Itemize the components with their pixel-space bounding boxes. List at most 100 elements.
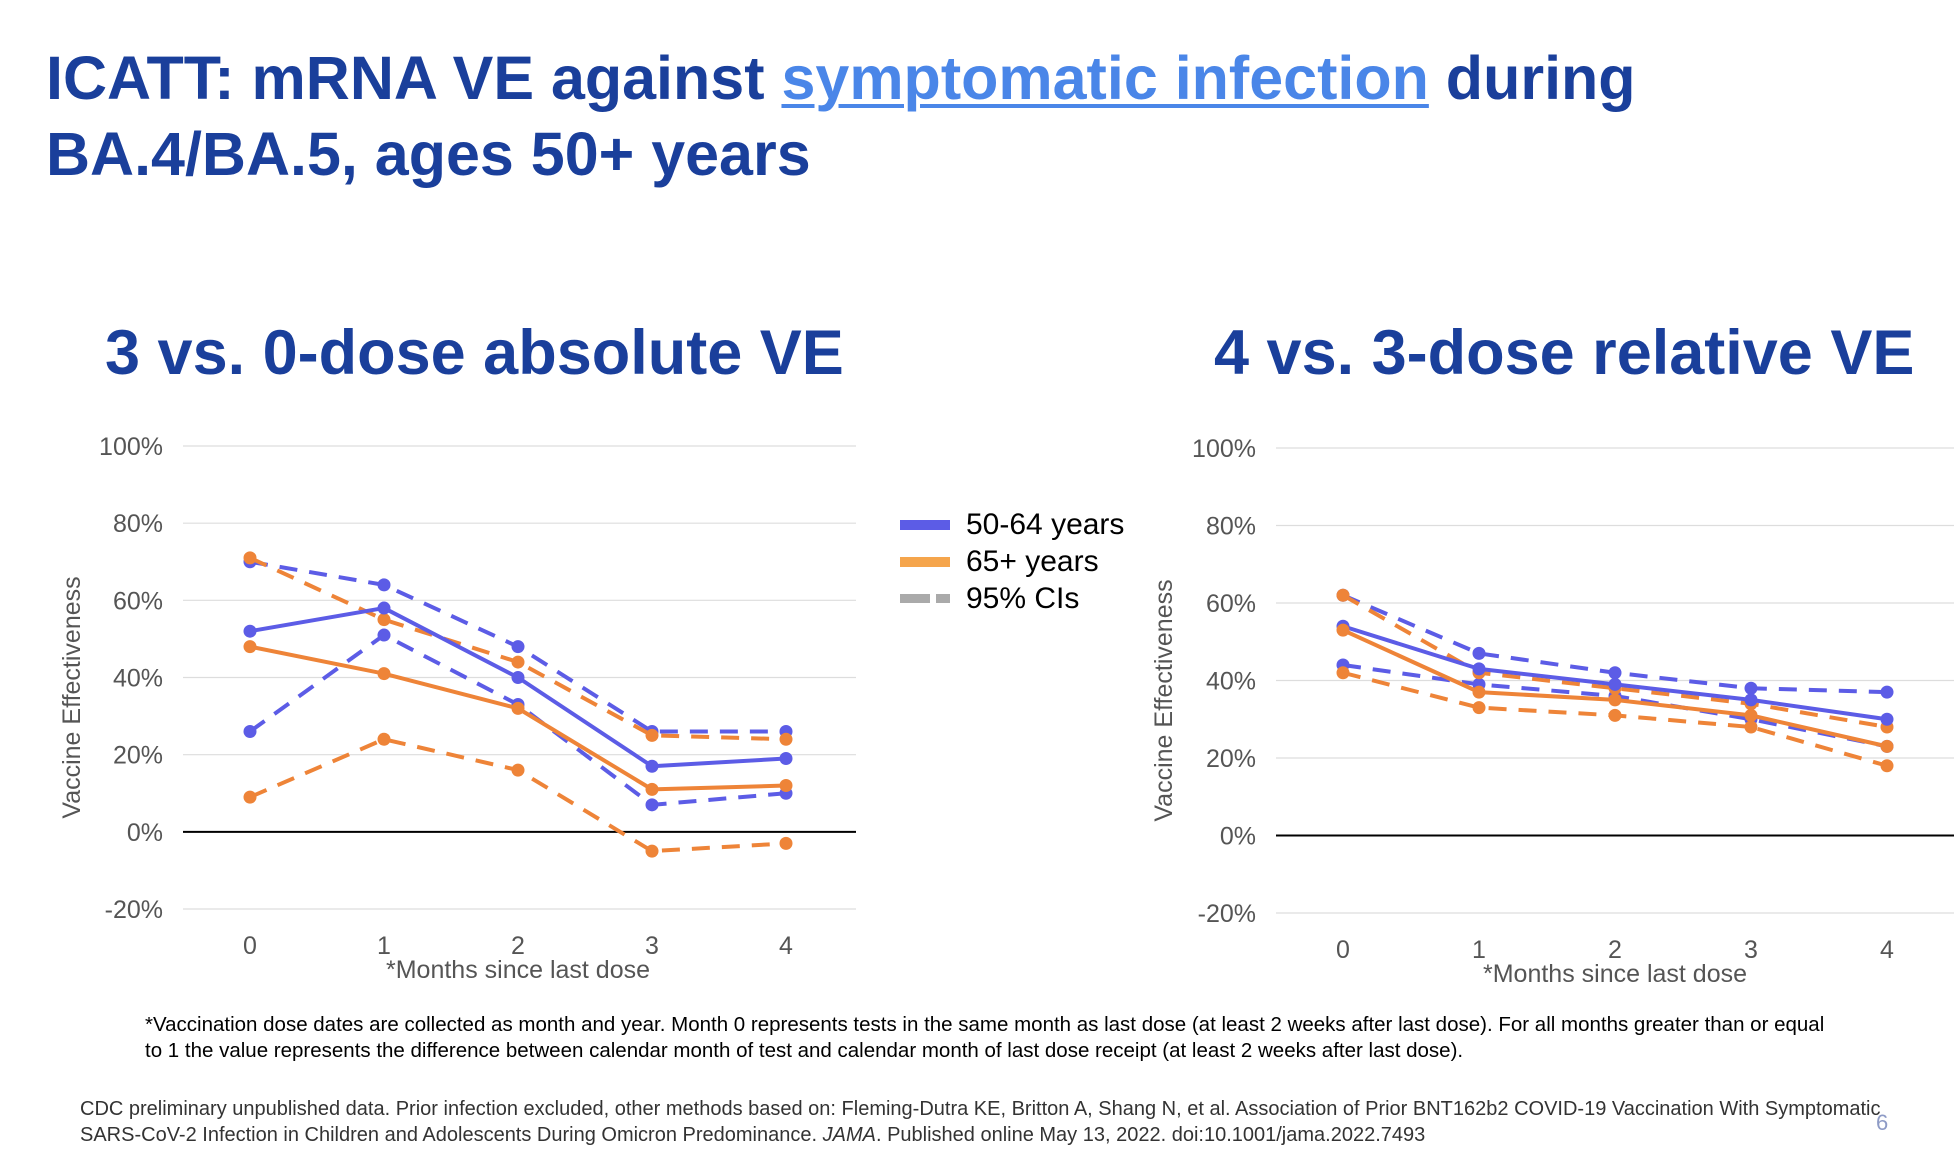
- data-point-main-65plus: [779, 779, 793, 793]
- data-point-ci-lower-65plus: [511, 763, 525, 777]
- data-point-main-65plus: [511, 701, 525, 715]
- page-number: 6: [1876, 1110, 1889, 1135]
- title-text-2: during BA.4/BA.5, ages 50+ years: [46, 44, 1636, 188]
- chart-panel-1: 100% 80% 60% 40% 20% 0% -20% 0 1 2 3 4 *Months since…: [58, 433, 856, 984]
- data-point-main-65plus: [1744, 708, 1758, 722]
- data-point-main-65plus: [645, 782, 659, 796]
- title-text-1: ICATT: mRNA VE against: [46, 44, 782, 112]
- data-point-main-65plus: [1608, 693, 1622, 707]
- x-tick-label: 1: [377, 932, 391, 960]
- y-tick-label: 60%: [113, 587, 163, 615]
- data-point-main-65plus: [1472, 685, 1486, 699]
- data-point-ci-lower-65plus: [1744, 720, 1758, 734]
- data-point-main-65plus: [243, 640, 257, 654]
- x-tick-label: 4: [779, 932, 793, 960]
- series-line-ci-upper-65plus: [1342, 593, 1888, 729]
- x-axis-title: *Months since last dose: [386, 956, 650, 984]
- x-tick-label: 2: [1608, 936, 1622, 964]
- x-tick-label: 2: [511, 932, 525, 960]
- series-line-ci-lower-65plus: [249, 737, 787, 854]
- data-point-ci-lower-50-64: [377, 628, 391, 642]
- data-point-main-50-64: [1880, 712, 1894, 726]
- legend-swatch-65plus: [900, 556, 950, 567]
- y-tick-label: 20%: [1206, 745, 1256, 773]
- y-tick-label: -20%: [105, 896, 163, 924]
- x-tick-label: 0: [1336, 936, 1350, 964]
- data-point-ci-upper-65plus: [645, 728, 659, 742]
- y-tick-label: 60%: [1206, 590, 1256, 618]
- legend-label-65plus: 65+ years: [966, 544, 1099, 578]
- y-tick-label: 80%: [113, 510, 163, 538]
- legend-label-ci: 95% CIs: [966, 581, 1080, 615]
- x-tick-label: 0: [243, 932, 257, 960]
- data-point-ci-upper-65plus: [1336, 588, 1350, 602]
- x-axis-title: *Months since last dose: [1483, 960, 1747, 988]
- data-point-ci-lower-65plus: [779, 836, 793, 850]
- legend-swatch-50-64: [900, 519, 950, 530]
- data-point-main-50-64: [243, 624, 257, 638]
- data-point-ci-lower-65plus: [1608, 708, 1622, 722]
- y-tick-label: 20%: [113, 742, 163, 770]
- data-point-ci-upper-50-64: [377, 578, 391, 592]
- x-tick-label: 4: [1880, 936, 1894, 964]
- chart-legend: 50-64 years 65+ years 95% CIs: [900, 506, 1124, 617]
- y-tick-label: 100%: [1192, 435, 1256, 463]
- legend-item-50-64: 50-64 years: [900, 506, 1124, 543]
- footnote: *Vaccination dose dates are collected as…: [145, 1013, 1825, 1062]
- data-point-main-50-64: [645, 759, 659, 773]
- data-point-ci-upper-50-64: [1608, 666, 1622, 680]
- data-point-ci-lower-65plus: [1336, 666, 1350, 680]
- source-journal: JAMA: [822, 1124, 876, 1146]
- data-point-ci-lower-65plus: [645, 844, 659, 858]
- legend-label-50-64: 50-64 years: [966, 507, 1125, 541]
- y-tick-label: 0%: [1220, 823, 1256, 851]
- data-point-main-50-64: [1472, 662, 1486, 676]
- slide-title: ICATT: mRNA VE against symptomatic infec…: [46, 40, 1846, 192]
- data-point-ci-upper-50-64: [511, 640, 525, 654]
- legend-item-65plus: 65+ years: [900, 543, 1124, 580]
- data-point-main-65plus: [1880, 739, 1894, 753]
- data-point-ci-lower-50-64: [645, 798, 659, 812]
- data-point-main-50-64: [511, 671, 525, 684]
- source-text-2: . Published online May 13, 2022. doi:10.…: [875, 1124, 1426, 1146]
- y-axis-title: Vaccine Effectiveness: [58, 576, 86, 818]
- y-axis-title: Vaccine Effectiveness: [1150, 579, 1178, 821]
- left-chart-title: 3 vs. 0-dose absolute VE: [105, 318, 844, 388]
- data-point-ci-upper-50-64: [1472, 646, 1486, 660]
- data-point-ci-upper-65plus: [377, 613, 391, 627]
- y-tick-label: 0%: [127, 819, 163, 847]
- data-point-ci-upper-50-64: [1744, 681, 1758, 695]
- data-point-main-50-64: [1744, 693, 1758, 707]
- series-line-ci-upper-65plus: [249, 556, 787, 742]
- data-point-main-65plus: [1336, 623, 1350, 637]
- data-point-ci-upper-65plus: [243, 551, 257, 565]
- source-text-1: CDC preliminary unpublished data. Prior …: [80, 1098, 1881, 1146]
- chart-panel-2: 100% 80% 60% 40% 20% 0% -20% 0 1 2 3 4 *Months since…: [1150, 435, 1954, 988]
- data-point-main-65plus: [377, 667, 391, 681]
- y-tick-label: 40%: [113, 665, 163, 693]
- data-point-ci-lower-65plus: [377, 732, 391, 746]
- x-tick-label: 1: [1472, 936, 1486, 964]
- data-point-ci-lower-65plus: [1472, 701, 1486, 715]
- right-chart-title: 4 vs. 3-dose relative VE: [1214, 318, 1915, 388]
- data-point-main-50-64: [377, 601, 391, 615]
- legend-item-ci: 95% CIs: [900, 580, 1124, 617]
- y-tick-label: 100%: [99, 433, 163, 461]
- y-tick-label: -20%: [1198, 900, 1256, 928]
- data-point-ci-lower-65plus: [1880, 759, 1894, 773]
- data-point-ci-lower-50-64: [243, 725, 257, 739]
- y-tick-label: 80%: [1206, 513, 1256, 541]
- x-tick-label: 3: [645, 932, 659, 960]
- data-point-ci-upper-65plus: [779, 732, 793, 746]
- series-line-main-50-64: [249, 606, 787, 769]
- x-tick-label: 3: [1744, 936, 1758, 964]
- source-citation: CDC preliminary unpublished data. Prior …: [80, 1096, 1940, 1148]
- y-tick-label: 40%: [1206, 668, 1256, 696]
- data-point-main-50-64: [1608, 677, 1622, 691]
- data-point-ci-upper-50-64: [1880, 685, 1894, 699]
- data-point-ci-lower-65plus: [243, 790, 257, 804]
- title-link-symptomatic-infection[interactable]: symptomatic infection: [781, 44, 1429, 112]
- data-point-main-50-64: [779, 752, 793, 766]
- legend-swatch-ci: [900, 594, 950, 603]
